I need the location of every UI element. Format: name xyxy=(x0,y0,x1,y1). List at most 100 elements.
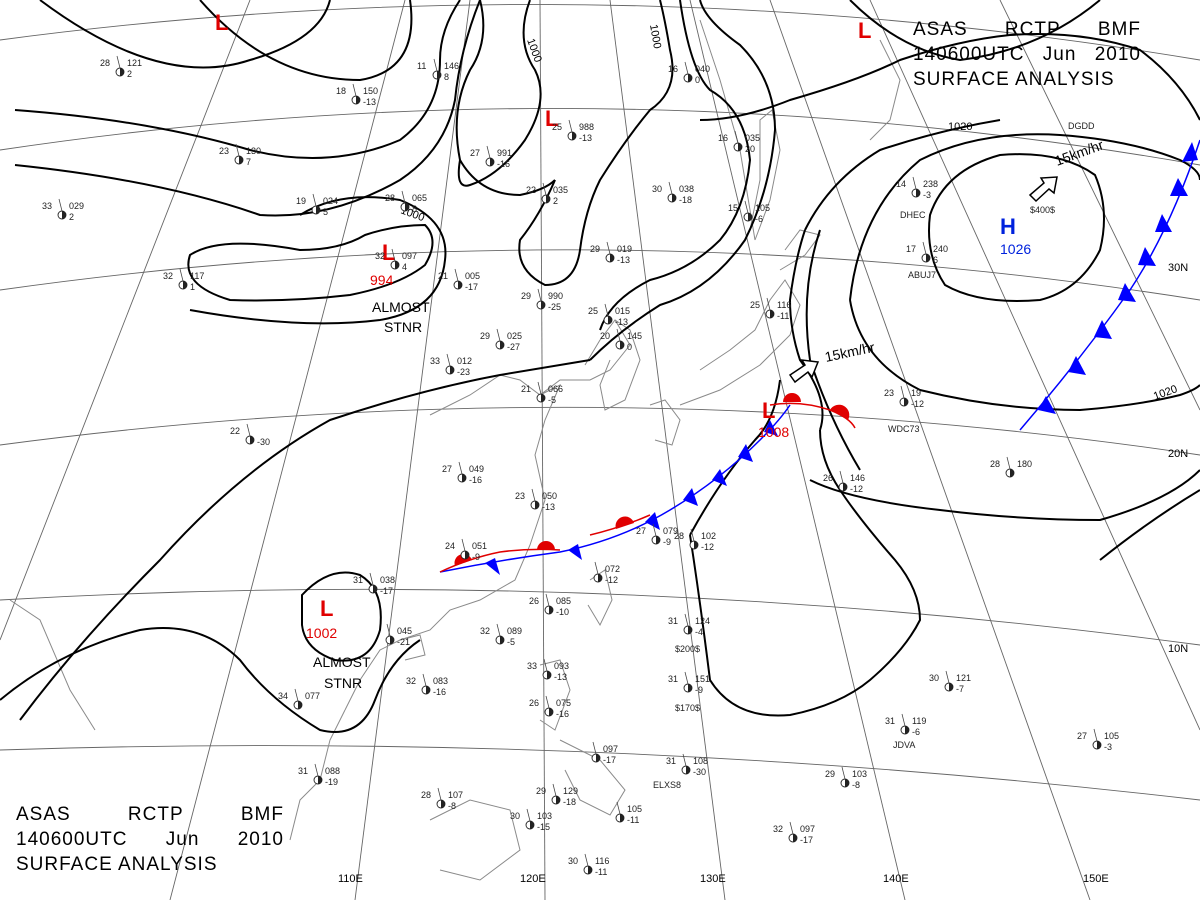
cold-front-line xyxy=(439,404,791,573)
station-tendency: 2 xyxy=(553,196,558,206)
isobar xyxy=(589,0,777,361)
cloud-cover-icon xyxy=(556,796,560,804)
station-plot: 072-12 xyxy=(593,561,620,585)
station-temperature: 29 xyxy=(825,769,835,779)
station-temperature: 25 xyxy=(552,122,562,132)
longitude-line xyxy=(169,0,406,900)
header-row-time: 140600UTC Jun 2010 xyxy=(16,827,284,852)
station-tendency: -12 xyxy=(701,542,714,552)
cloud-cover-icon xyxy=(845,779,849,787)
station-tendency: -15 xyxy=(537,822,550,832)
station-pressure: 025 xyxy=(507,331,522,341)
station-tendency: -13 xyxy=(363,97,376,107)
station-tendency: 7 xyxy=(246,157,251,167)
station-pressure: 107 xyxy=(448,790,463,800)
wind-barb-icon xyxy=(458,461,463,475)
station-temperature: 23 xyxy=(219,146,229,156)
station-temperature: 16 xyxy=(718,133,728,143)
station-tendency: -16 xyxy=(433,687,446,697)
station-tendency: -27 xyxy=(507,342,520,352)
station-temperature: 28 xyxy=(421,790,431,800)
wind-barb-icon xyxy=(526,808,531,822)
wind-barb-icon xyxy=(789,821,794,835)
station-plot: 097-17 xyxy=(591,741,618,765)
wind-barb-icon xyxy=(668,181,673,195)
station-label: DGDD xyxy=(1068,121,1095,131)
station-plot: 14 238-3 xyxy=(896,176,938,200)
wind-barb-icon xyxy=(922,241,927,255)
wind-barb-icon xyxy=(616,801,621,815)
station-temperature: 30 xyxy=(652,184,662,194)
coastline-china xyxy=(344,374,561,711)
isobar xyxy=(187,223,434,302)
station-plot: 29 019-13 xyxy=(590,241,632,265)
wind-barb-icon xyxy=(58,198,63,212)
low-marker: L xyxy=(858,18,871,43)
pressure-centers: L L L L L L H xyxy=(215,10,1016,621)
lon-label: 150E xyxy=(1083,873,1109,885)
coastline-borneo xyxy=(429,799,521,881)
station-plot: 30 038-18 xyxy=(652,181,694,205)
station-tendency: -11 xyxy=(777,311,789,321)
station-pressure: 991 xyxy=(497,148,512,158)
cloud-cover-icon xyxy=(318,776,322,784)
station-label: $170$ xyxy=(675,703,700,713)
latitude-line xyxy=(0,108,1200,166)
low-marker: L xyxy=(762,398,775,423)
isobar-label: 1000 xyxy=(647,23,663,49)
pressure-values: 994 1002 1008 1026 xyxy=(306,241,1031,641)
station-tendency: -9 xyxy=(472,552,480,562)
header-year: 2010 xyxy=(237,829,284,850)
wind-barb-icon xyxy=(531,488,536,502)
wind-barb-icon xyxy=(386,623,391,637)
station-plot: 30 121-7 xyxy=(929,670,971,694)
station-pressure: 130 xyxy=(246,146,261,156)
station-temperature: 31 xyxy=(298,766,308,776)
wind-barb-icon xyxy=(537,381,542,395)
wind-barb-icon xyxy=(496,623,501,637)
station-temperature: 17 xyxy=(906,244,916,254)
cloud-cover-icon xyxy=(688,626,692,634)
wind-barb-icon xyxy=(542,182,547,196)
cloud-cover-icon xyxy=(373,585,377,593)
station-tendency: -6 xyxy=(912,727,920,737)
motion-status-line2: STNR xyxy=(324,675,362,691)
station-pressure: 093 xyxy=(554,661,569,671)
wind-barb-icon xyxy=(543,658,548,672)
station-temperature: 11 xyxy=(417,61,426,71)
isobar xyxy=(14,0,461,159)
station-pressure: 105 xyxy=(755,203,770,213)
station-plot: 33 012-23 xyxy=(430,353,472,377)
station-tendency: 6 xyxy=(933,255,938,265)
warm-front-bump xyxy=(783,393,801,402)
lat-label: 30N xyxy=(1168,262,1188,274)
header-station: RCTP xyxy=(1004,19,1061,40)
isobar xyxy=(0,627,421,733)
station-tendency: -12 xyxy=(605,575,618,585)
cloud-cover-icon xyxy=(441,800,445,808)
cloud-cover-icon xyxy=(672,194,676,202)
station-tendency: -5 xyxy=(548,395,556,405)
cold-front-barb xyxy=(645,512,660,530)
station-pressure: 105 xyxy=(1104,731,1119,741)
station-tendency: -3 xyxy=(1104,742,1112,752)
station-tendency: -9 xyxy=(695,685,703,695)
station-temperature: 27 xyxy=(636,526,646,536)
cold-front-barb xyxy=(1182,142,1198,162)
station-plot: 31 124-4 xyxy=(668,613,710,637)
longitude-line xyxy=(689,0,906,900)
cloud-cover-icon xyxy=(490,158,494,166)
station-tendency: -11 xyxy=(595,867,607,877)
station-temperature: 31 xyxy=(666,756,676,766)
cloud-cover-icon xyxy=(572,132,576,140)
latitude-line xyxy=(0,745,1200,801)
station-temperature: 27 xyxy=(470,148,480,158)
wind-barb-icon xyxy=(391,248,396,262)
station-plot: 25 988-13 xyxy=(552,119,594,143)
station-temperature: 33 xyxy=(527,661,537,671)
station-pressure: 040 xyxy=(695,64,710,74)
header-row-time: 140600UTC Jun 2010 xyxy=(913,42,1141,67)
station-tendency: -4 xyxy=(695,627,703,637)
